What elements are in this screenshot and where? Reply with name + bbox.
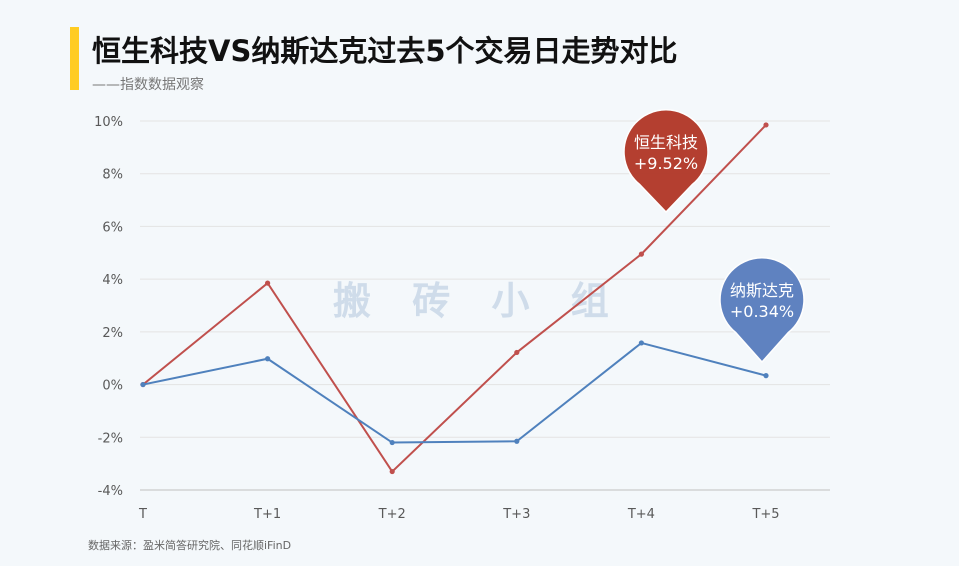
annotation-pin-nasdaq: 纳斯达克 +0.34% <box>719 257 805 364</box>
x-tick-label: T <box>138 507 147 522</box>
data-point-nasdaq <box>514 438 520 444</box>
annotation-label: 恒生科技 <box>634 133 698 152</box>
data-point-hstech <box>763 122 769 128</box>
y-tick-label: 2% <box>102 326 123 341</box>
title-accent-bar <box>70 27 79 90</box>
y-tick-label: -4% <box>98 484 123 499</box>
y-tick-label: 10% <box>94 115 123 130</box>
data-point-hstech <box>389 468 395 475</box>
series-lines <box>140 122 769 475</box>
data-point-hstech <box>265 280 271 286</box>
annotation-pin-hstech: 恒生科技 +9.52% <box>623 109 709 214</box>
x-tick-label: T+5 <box>751 507 779 522</box>
watermark-text: 搬 砖 小 组 <box>333 279 623 323</box>
page-title: 恒生科技VS纳斯达克过去5个交易日走势对比 <box>92 34 678 68</box>
page-subtitle: ——指数数据观察 <box>92 77 204 93</box>
data-point-hstech <box>514 349 520 356</box>
y-tick-label: 6% <box>102 220 123 235</box>
annotation-label: 纳斯达克 <box>730 281 794 300</box>
data-point-nasdaq <box>389 439 395 446</box>
x-tick-label: T+2 <box>378 507 406 522</box>
data-point-nasdaq <box>140 381 146 388</box>
data-point-hstech <box>638 251 645 257</box>
annotation-value: +9.52% <box>634 154 698 173</box>
x-tick-label: T+4 <box>627 507 655 522</box>
x-axis-labels: T T+1 T+2 T+3 T+4 T+5 <box>138 507 780 522</box>
data-point-nasdaq <box>638 340 645 346</box>
y-tick-label: -2% <box>98 431 123 446</box>
y-tick-label: 8% <box>102 168 123 183</box>
gridlines <box>140 120 830 491</box>
series-line-hstech <box>142 124 767 474</box>
source-note: 数据来源：盈米简答研究院、同花顺iFinD <box>88 539 292 552</box>
data-point-nasdaq <box>265 356 271 362</box>
annotation-pins: 恒生科技 +9.52% 纳斯达克 +0.34% <box>623 109 805 364</box>
data-point-nasdaq <box>763 373 769 379</box>
annotation-value: +0.34% <box>730 302 794 321</box>
x-tick-label: T+1 <box>253 507 281 522</box>
x-tick-label: T+3 <box>502 507 530 522</box>
y-tick-label: 4% <box>102 273 123 288</box>
y-tick-label: 0% <box>102 379 123 394</box>
series-line-nasdaq <box>142 341 767 444</box>
y-axis-labels: 10% 8% 6% 4% 2% 0% -2% -4% <box>94 115 123 499</box>
